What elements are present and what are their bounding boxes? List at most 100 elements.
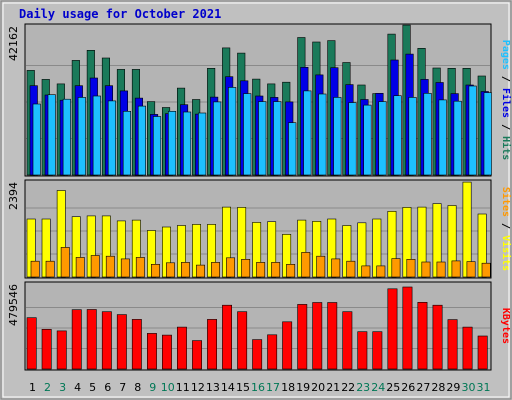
pages-bar-day-18: [288, 122, 297, 176]
sites-bar-day-14: [226, 257, 235, 278]
pages-bar-day-21: [333, 97, 342, 176]
sites-bar-day-23: [361, 265, 371, 278]
side-legend-part: Pages: [500, 40, 511, 70]
day-label-27: 27: [416, 381, 430, 394]
kbytes-bar-day-28: [432, 304, 443, 370]
kbytes-bar-day-8: [131, 319, 142, 370]
kbytes-bar-day-1: [26, 317, 37, 370]
side-legend-part: Sites: [500, 187, 512, 217]
sites-bar-day-26: [406, 258, 416, 278]
sites-bar-day-31: [481, 262, 491, 278]
kbytes-bar-day-31: [477, 335, 488, 370]
chart-panels: 42162 Pages / Files / Hits 2394 Sites / Vis…: [7, 23, 512, 371]
pages-bar-day-30: [468, 85, 477, 176]
sites-bar-day-19: [301, 252, 311, 278]
pages-bar-day-12: [198, 112, 207, 176]
pages-bar-day-11: [183, 111, 192, 176]
sites-bar-day-2: [45, 260, 55, 278]
kbytes-bar-day-21: [327, 302, 338, 370]
day-label-6: 6: [104, 381, 111, 394]
side-legend-part: Hits: [500, 136, 512, 160]
day-label-13: 13: [206, 381, 220, 394]
sites-bar-day-7: [120, 258, 130, 278]
sites-bar-day-1: [30, 260, 40, 278]
day-label-31: 31: [477, 381, 491, 394]
pages-bar-day-17: [273, 101, 282, 176]
sites-bar-day-21: [331, 258, 341, 278]
pages-bar-day-8: [137, 105, 146, 176]
kbytes-bar-day-26: [402, 286, 413, 370]
kbytes-bar-day-17: [267, 334, 278, 370]
sites-bar-day-30: [466, 261, 476, 278]
pages-bar-day-6: [107, 100, 116, 176]
kbytes-bar-day-5: [86, 309, 97, 370]
sites-bar-day-12: [196, 264, 205, 278]
pages-bar-day-31: [483, 92, 492, 176]
pages-bar-day-5: [92, 95, 101, 176]
day-label-25: 25: [386, 381, 400, 394]
kbytes-bar-day-20: [312, 302, 323, 370]
pages-bar-day-29: [453, 100, 462, 176]
kbytes-bar-day-19: [297, 304, 308, 370]
side-legend: Pages / Files / Hits: [500, 40, 512, 160]
day-label-18: 18: [281, 381, 295, 394]
pages-bar-day-9: [153, 116, 162, 176]
kbytes-bar-day-4: [71, 309, 82, 370]
day-label-2: 2: [44, 381, 51, 394]
ymax-label: 2394: [7, 182, 20, 210]
kbytes-bar-day-16: [252, 339, 263, 370]
pages-bar-day-15: [243, 93, 252, 176]
day-label-19: 19: [296, 381, 310, 394]
sites-bar-day-22: [346, 260, 356, 278]
day-label-11: 11: [176, 381, 190, 394]
sites-bar-day-3: [60, 247, 70, 278]
day-label-21: 21: [326, 381, 340, 394]
day-label-28: 28: [431, 381, 445, 394]
kbytes-bar-day-11: [177, 326, 187, 370]
sites-bar-day-28: [436, 261, 446, 278]
sites-bar-day-15: [241, 258, 251, 278]
pages-bar-day-2: [47, 94, 56, 176]
kbytes-bar-day-30: [462, 326, 473, 370]
sites-bar-day-9: [151, 263, 160, 278]
pages-bar-day-3: [62, 98, 71, 176]
kbytes-bar-day-27: [417, 301, 428, 370]
pages-bar-day-1: [32, 103, 41, 176]
kbytes-bar-day-9: [147, 333, 157, 370]
day-label-26: 26: [401, 381, 415, 394]
kbytes-bar-day-7: [116, 314, 127, 370]
pages-bar-day-7: [122, 111, 131, 176]
kbytes-bar-day-29: [447, 319, 458, 370]
sites-bar-day-24: [376, 265, 386, 278]
sites-bar-day-25: [391, 258, 401, 278]
side-legend-part: /: [500, 70, 511, 88]
side-legend-part: Visits: [500, 235, 512, 271]
pages-bar-day-16: [258, 101, 267, 176]
sites-bar-day-17: [271, 262, 281, 278]
panel-sites-visits: 2394 Sites / Visits: [7, 179, 512, 279]
day-label-24: 24: [371, 381, 385, 394]
pages-bar-day-26: [408, 97, 417, 176]
day-label-22: 22: [341, 381, 355, 394]
day-label-30: 30: [462, 381, 476, 394]
day-label-8: 8: [134, 381, 141, 394]
sites-bar-day-10: [166, 262, 175, 278]
kbytes-bar-day-14: [222, 304, 232, 370]
sites-bar-day-5: [90, 255, 100, 278]
pages-bar-day-22: [348, 102, 357, 176]
chart-title: Daily usage for October 2021: [19, 7, 221, 21]
day-label-14: 14: [221, 381, 235, 394]
kbytes-bar-day-18: [282, 321, 293, 370]
day-label-10: 10: [161, 381, 175, 394]
kbytes-bar-day-13: [207, 319, 217, 370]
pages-bar-day-14: [228, 87, 237, 176]
sites-bar-day-13: [211, 262, 220, 278]
sites-bar-day-8: [135, 257, 145, 278]
sites-bar-day-20: [316, 255, 326, 278]
day-label-1: 1: [29, 381, 36, 394]
ymax-label: 479546: [7, 284, 20, 326]
panel-hits-files-pages: 42162 Pages / Files / Hits: [7, 23, 512, 177]
kbytes-bar-day-12: [192, 340, 202, 370]
